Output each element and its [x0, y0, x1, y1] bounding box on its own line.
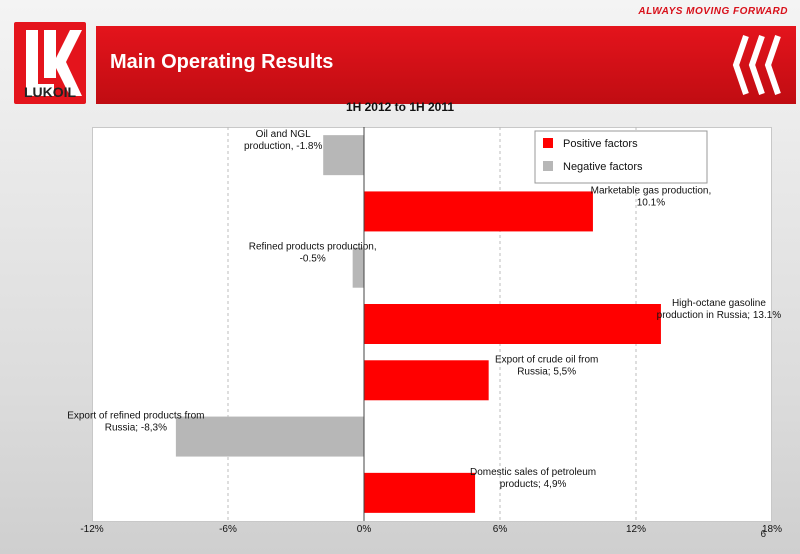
bar: [175, 416, 364, 457]
legend-box: [534, 130, 708, 184]
data-label: Export of crude oil from Russia; 5,5%: [495, 354, 598, 377]
x-tick-label: 0%: [357, 524, 372, 535]
chart-title: 1H 2012 to 1H 2011: [345, 100, 455, 114]
x-tick-label: 18%: [762, 524, 782, 535]
bar: [352, 247, 364, 288]
tagline: ALWAYS MOVING FORWARD: [638, 6, 788, 17]
chevrons-icon: [732, 35, 781, 95]
data-label: Marketable gas production, 10.1%: [591, 185, 712, 208]
logo-wordmark: LUKOIL: [23, 84, 77, 100]
legend-label: Negative factors: [563, 161, 643, 173]
x-tick-label: -6%: [219, 524, 237, 535]
title-banner: Main Operating Results: [96, 26, 796, 104]
data-label: Export of refined products from Russia; -…: [67, 411, 204, 434]
x-tick-label: -12%: [80, 524, 103, 535]
lukoil-logo: [14, 22, 86, 104]
data-label: Oil and NGL production, -1.8%: [244, 129, 322, 152]
legend-swatch: [543, 138, 553, 148]
bar: [364, 472, 476, 513]
x-tick-label: 12%: [626, 524, 646, 535]
bar: [323, 135, 364, 176]
legend-label: Positive factors: [563, 138, 638, 150]
page-title: Main Operating Results: [110, 51, 334, 73]
legend-swatch: [543, 161, 553, 171]
data-label: Refined products production, -0.5%: [249, 242, 377, 265]
data-label: High-octane gasoline production in Russia…: [657, 298, 782, 321]
bar: [364, 304, 661, 344]
page-number: 6: [760, 529, 766, 540]
bar: [364, 191, 593, 232]
x-tick-label: 6%: [493, 524, 508, 535]
data-label: Domestic sales of petroleum products; 4,9…: [470, 467, 596, 490]
bar: [364, 360, 489, 401]
